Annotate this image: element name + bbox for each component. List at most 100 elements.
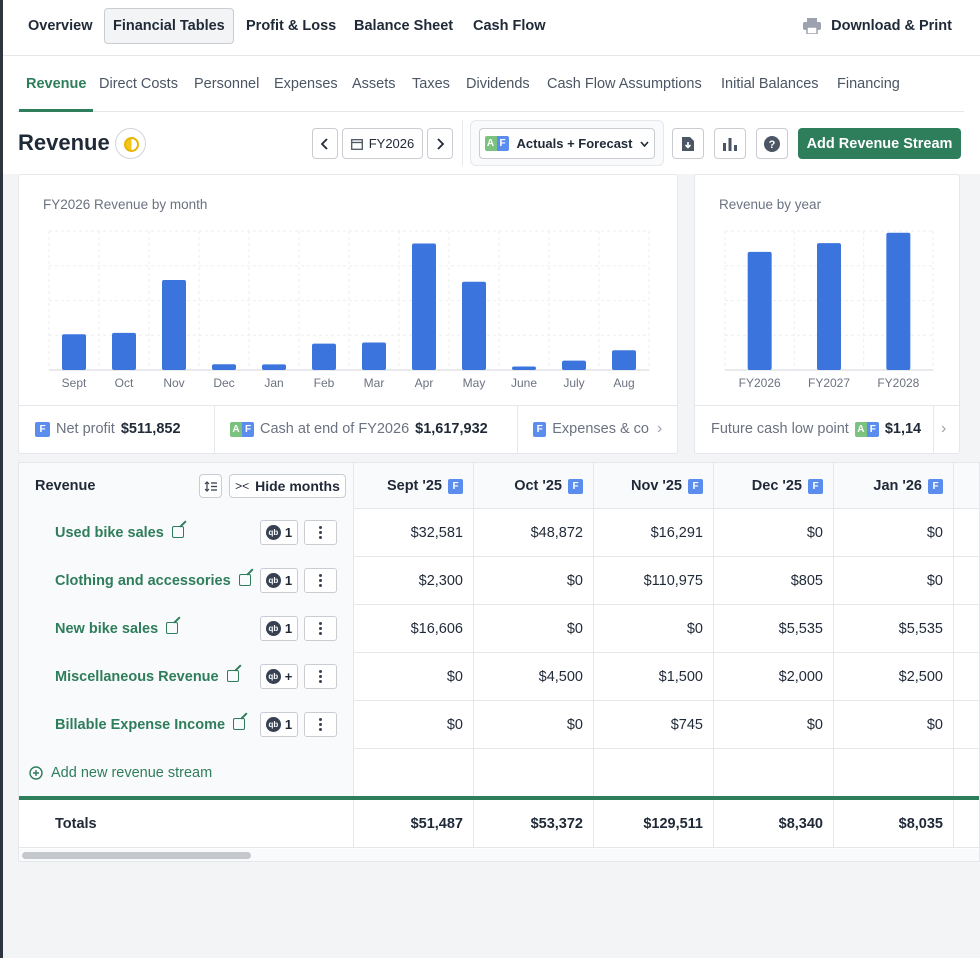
download-print-button[interactable]: Download & Print	[803, 8, 952, 44]
row-menu-button[interactable]	[304, 520, 337, 545]
value-cell[interactable]: $0	[594, 605, 714, 653]
subtab-dividends[interactable]: Dividends	[466, 76, 530, 92]
fiscal-year-button[interactable]: FY2026	[342, 128, 423, 159]
subtab-financing[interactable]: Financing	[837, 76, 900, 92]
metrics-next-icon[interactable]: ›	[941, 420, 947, 437]
monthly-bar[interactable]	[112, 332, 136, 370]
tab-balance-sheet[interactable]: Balance Sheet	[354, 18, 454, 34]
tab-profit-loss[interactable]: Profit & Loss	[246, 18, 337, 34]
subtab-initial-balances[interactable]: Initial Balances	[721, 76, 819, 92]
add-stream-row: Add new revenue stream	[19, 749, 979, 797]
help-button[interactable]: ?	[756, 128, 788, 159]
value-cell[interactable]: $805	[714, 557, 834, 605]
value-cell[interactable]: $5,535	[834, 605, 954, 653]
tab-overview[interactable]: Overview	[28, 18, 93, 34]
prev-year-button[interactable]	[312, 128, 338, 159]
monthly-bar[interactable]	[212, 364, 236, 370]
sort-button[interactable]	[199, 474, 222, 498]
revenue-stream-name[interactable]: Used bike sales	[55, 525, 184, 541]
export-button[interactable]	[672, 128, 704, 159]
value-cell[interactable]: $2,300	[354, 557, 474, 605]
net-profit-metric[interactable]: F Net profit $511,852	[35, 421, 181, 437]
monthly-bar[interactable]	[62, 334, 86, 370]
add-new-revenue-stream-link[interactable]: Add new revenue stream	[29, 765, 212, 781]
value-cell[interactable]: $16,606	[354, 605, 474, 653]
revenue-stream-name[interactable]: New bike sales	[55, 621, 179, 637]
value-cell[interactable]: $0	[834, 701, 954, 749]
monthly-bar[interactable]	[512, 366, 536, 370]
value-cell[interactable]: $0	[474, 605, 594, 653]
value-cell[interactable]: $4,500	[474, 653, 594, 701]
integration-link-button[interactable]: qb 1	[260, 520, 298, 545]
monthly-bar[interactable]	[612, 350, 636, 370]
edit-icon[interactable]	[171, 526, 184, 538]
column-header: Oct '25 F	[474, 463, 594, 509]
scrollbar-thumb[interactable]	[22, 852, 251, 859]
expenses-metric[interactable]: F Expenses & co	[533, 421, 649, 437]
monthly-tick-label: Jan	[264, 376, 283, 390]
value-cell[interactable]: $48,872	[474, 509, 594, 557]
subtab-cash-flow-assumptions[interactable]: Cash Flow Assumptions	[547, 76, 702, 92]
row-menu-button[interactable]	[304, 664, 337, 689]
revenue-stream-name[interactable]: Clothing and accessories	[55, 573, 251, 589]
tab-financial-tables[interactable]: Financial Tables	[104, 8, 234, 44]
monthly-bar[interactable]	[462, 281, 486, 370]
revenue-stream-name[interactable]: Miscellaneous Revenue	[55, 669, 239, 685]
row-menu-button[interactable]	[304, 712, 337, 737]
subtab-direct-costs[interactable]: Direct Costs	[99, 76, 178, 92]
value-cell[interactable]: $110,975	[594, 557, 714, 605]
subtab-expenses[interactable]: Expenses	[274, 76, 338, 92]
revenue-stream-name[interactable]: Billable Expense Income	[55, 717, 246, 733]
edit-icon[interactable]	[226, 670, 239, 682]
value-cell[interactable]: $32,581	[354, 509, 474, 557]
monthly-bar[interactable]	[412, 243, 436, 370]
value-cell[interactable]: $0	[714, 701, 834, 749]
monthly-bar[interactable]	[362, 342, 386, 370]
hide-months-button[interactable]: >< Hide months	[229, 474, 346, 498]
tab-cash-flow[interactable]: Cash Flow	[473, 18, 546, 34]
value-cell[interactable]: $16,291	[594, 509, 714, 557]
total-cell: $8,035	[834, 800, 954, 848]
subtab-personnel[interactable]: Personnel	[194, 76, 260, 92]
integration-link-button[interactable]: qb +	[260, 664, 298, 689]
integration-link-button[interactable]: qb 1	[260, 568, 298, 593]
monthly-bar[interactable]	[562, 360, 586, 370]
row-menu-button[interactable]	[304, 616, 337, 641]
yearly-bar[interactable]	[886, 232, 911, 370]
subtab-taxes[interactable]: Taxes	[412, 76, 450, 92]
value-cell[interactable]: $0	[834, 557, 954, 605]
value-cell[interactable]: $0	[474, 557, 594, 605]
subtab-assets[interactable]: Assets	[352, 76, 396, 92]
monthly-bar[interactable]	[262, 364, 286, 370]
value-cell[interactable]: $0	[834, 509, 954, 557]
yearly-bar[interactable]	[817, 243, 841, 370]
value-cell[interactable]: $0	[714, 509, 834, 557]
metrics-next-icon[interactable]: ›	[657, 420, 663, 437]
yearly-bar[interactable]	[747, 251, 772, 370]
add-revenue-stream-button[interactable]: Add Revenue Stream	[798, 128, 961, 159]
contrast-toggle-button[interactable]	[115, 128, 146, 159]
chart-toggle-button[interactable]	[714, 128, 746, 159]
integration-link-button[interactable]: qb 1	[260, 616, 298, 641]
edit-icon[interactable]	[166, 622, 179, 634]
value-cell[interactable]: $2,000	[714, 653, 834, 701]
subtab-revenue[interactable]: Revenue	[26, 76, 87, 92]
value-cell[interactable]: $1,500	[594, 653, 714, 701]
value-cell[interactable]: $2,500	[834, 653, 954, 701]
value-cell[interactable]: $0	[474, 701, 594, 749]
row-menu-button[interactable]	[304, 568, 337, 593]
monthly-bar[interactable]	[312, 343, 336, 370]
edit-icon[interactable]	[233, 718, 246, 730]
integration-link-button[interactable]: qb 1	[260, 712, 298, 737]
edit-icon[interactable]	[238, 574, 251, 586]
value-cell[interactable]: $5,535	[714, 605, 834, 653]
horizontal-scrollbar[interactable]	[19, 849, 979, 861]
monthly-bar[interactable]	[162, 279, 186, 370]
value-cell[interactable]: $745	[594, 701, 714, 749]
next-year-button[interactable]	[427, 128, 453, 159]
value-cell[interactable]: $0	[354, 701, 474, 749]
value-cell[interactable]: $0	[354, 653, 474, 701]
